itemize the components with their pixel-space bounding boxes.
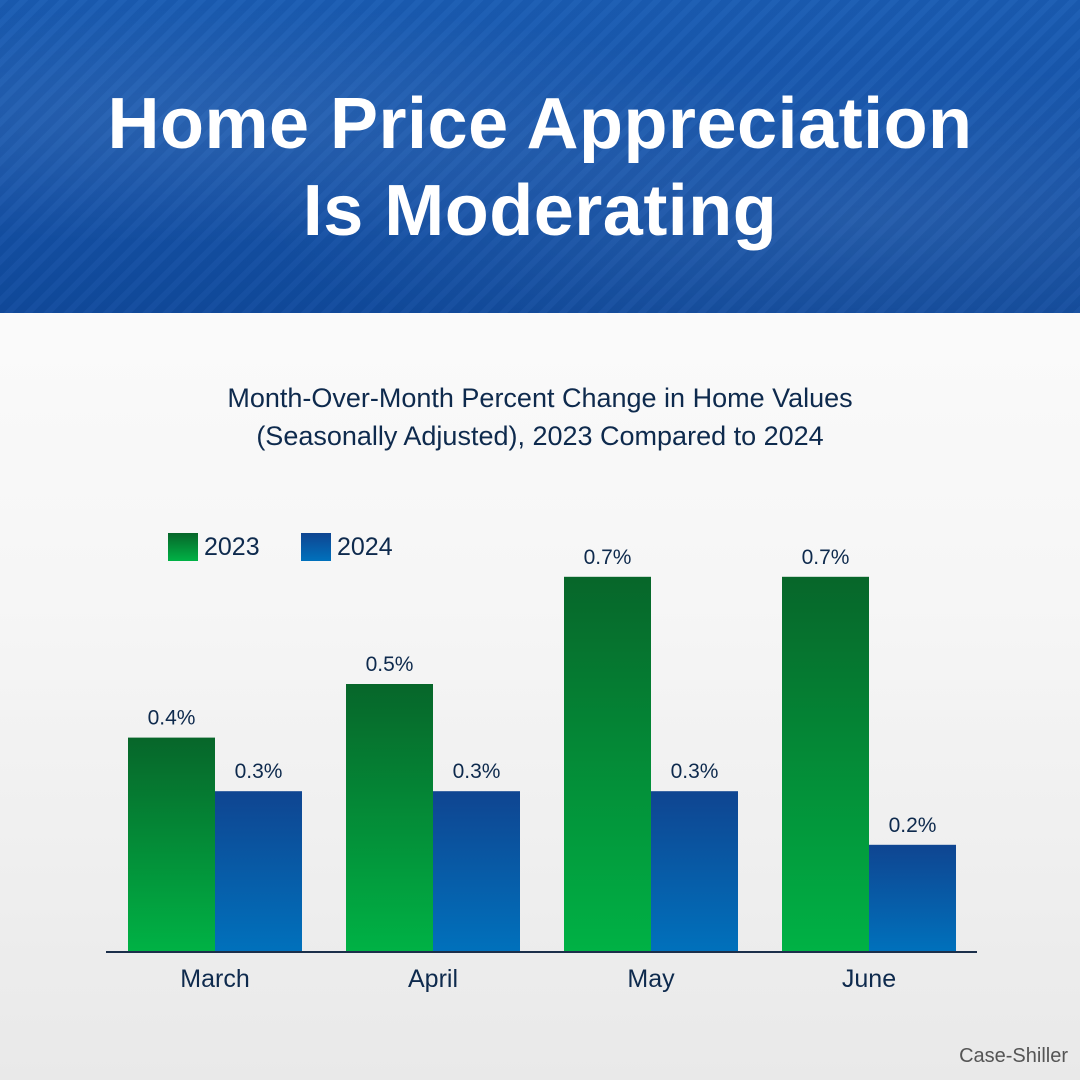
x-tick-label-march: March bbox=[180, 965, 249, 993]
data-label-2023-march: 0.4% bbox=[148, 707, 196, 730]
page-title-line-2: Is Moderating bbox=[302, 171, 778, 251]
chart-title-line-1: Month-Over-Month Percent Change in Home … bbox=[227, 383, 853, 413]
data-label-2024-may: 0.3% bbox=[671, 760, 719, 783]
bar-2024-march bbox=[215, 791, 302, 952]
data-label-2023-june: 0.7% bbox=[802, 546, 850, 569]
x-tick-label-may: May bbox=[627, 965, 675, 993]
data-label-2023-may: 0.7% bbox=[584, 546, 632, 569]
chart-title-line-2: (Seasonally Adjusted), 2023 Compared to … bbox=[256, 421, 824, 451]
header-banner: Home Price Appreciation Is Moderating bbox=[0, 0, 1080, 313]
x-tick-label-june: June bbox=[842, 965, 896, 993]
data-label-2023-april: 0.5% bbox=[366, 653, 414, 676]
bar-2024-may bbox=[651, 791, 738, 952]
bar-2023-june bbox=[782, 576, 869, 952]
legend-swatch-2024 bbox=[301, 533, 331, 561]
legend-label-2023: 2023 bbox=[204, 533, 260, 561]
x-tick-label-april: April bbox=[408, 965, 458, 993]
data-label-2024-march: 0.3% bbox=[235, 760, 283, 783]
bar-2023-march bbox=[128, 737, 215, 952]
bar-2024-april bbox=[433, 791, 520, 952]
legend-label-2024: 2024 bbox=[337, 533, 393, 561]
legend-swatch-2023 bbox=[168, 533, 198, 561]
bar-2023-may bbox=[564, 576, 651, 952]
page-title-line-1: Home Price Appreciation bbox=[107, 84, 973, 164]
data-label-2024-april: 0.3% bbox=[453, 760, 501, 783]
bar-2023-april bbox=[346, 684, 433, 952]
chart-legend: 2023 2024 bbox=[168, 533, 393, 561]
bar-group bbox=[128, 576, 956, 952]
source-credit: Case-Shiller bbox=[959, 1045, 1068, 1067]
x-axis-tick-labels: March April May June bbox=[180, 965, 896, 993]
bar-2024-june bbox=[869, 844, 956, 952]
data-label-2024-june: 0.2% bbox=[889, 814, 937, 837]
data-label-group: 0.4% 0.3% 0.5% 0.3% 0.7% 0.3% 0.7% 0.2% bbox=[148, 546, 937, 837]
